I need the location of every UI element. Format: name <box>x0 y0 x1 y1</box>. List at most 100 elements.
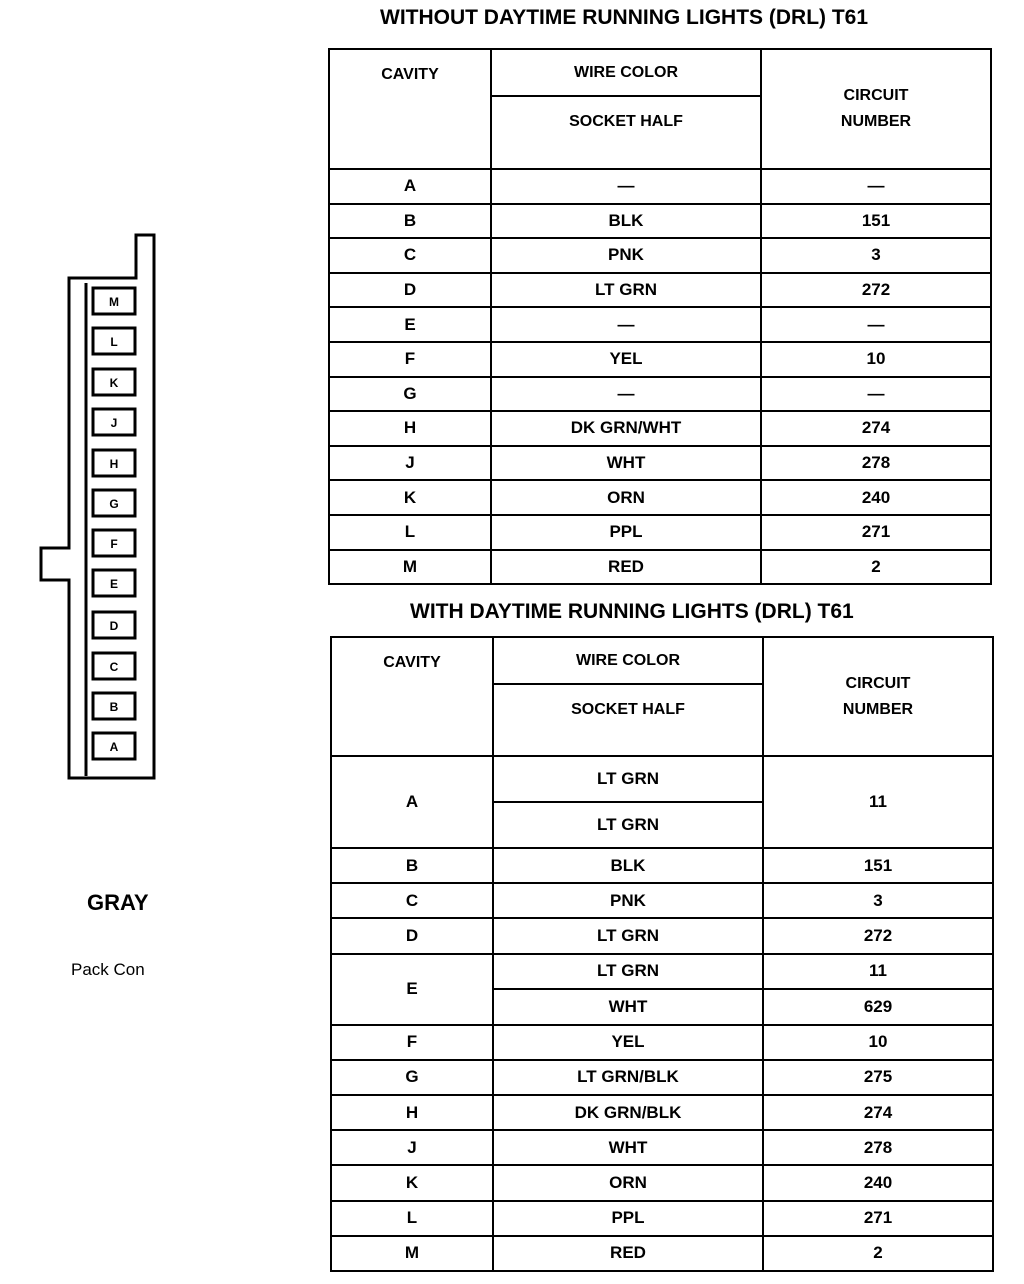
table-row: A — — <box>328 168 992 205</box>
wire-color-cell: DK GRN/BLK <box>492 1093 764 1132</box>
circuit-number-cell: 274 <box>760 410 992 447</box>
wire-color-cell: ORN <box>490 479 762 516</box>
cavity-box <box>91 691 137 721</box>
circuit-number-cell: 272 <box>762 917 994 955</box>
circuit-number-cell: — <box>760 306 992 343</box>
wire-color-cell: YEL <box>492 1023 764 1061</box>
table-row: C PNK 3 <box>328 237 992 274</box>
cavity-box <box>91 448 137 478</box>
cavity-cell: L <box>328 513 492 551</box>
cavity-box <box>91 367 137 397</box>
cavity-box <box>91 286 137 316</box>
circuit-number-cell: — <box>760 168 992 205</box>
cavity-box <box>91 651 137 681</box>
circuit-number-cell: 10 <box>762 1023 994 1061</box>
cavity-cell: C <box>328 237 492 274</box>
table-row: J WHT 278 <box>330 1129 994 1167</box>
circuit-number-cell: 240 <box>760 479 992 516</box>
wire-color-cell: BLK <box>490 202 762 240</box>
connector-name-label: Pack Con <box>71 960 145 979</box>
circuit-number-cell: 11 <box>762 755 994 849</box>
cavity-label: J <box>111 416 118 430</box>
table-title-with-drl: WITH DAYTIME RUNNING LIGHTS (DRL) T61 <box>410 600 854 623</box>
table-row: B BLK 151 <box>330 846 994 885</box>
wire-color-cell: DK GRN/WHT <box>490 410 762 447</box>
cavity-box <box>91 731 137 761</box>
table-row: H DK GRN/WHT 274 <box>328 410 992 447</box>
wire-color-cell: PNK <box>490 237 762 274</box>
cavity-label: K <box>110 376 119 390</box>
table-row: LT GRN <box>331 801 993 849</box>
circuit-number-cell: 151 <box>760 202 992 240</box>
header-circuit-line2: NUMBER <box>842 700 914 718</box>
table-row: L PPL 271 <box>330 1199 994 1237</box>
connector-color-label: GRAY <box>87 890 149 915</box>
cavity-label: B <box>110 700 119 714</box>
table-row: M RED 2 <box>328 548 992 586</box>
cavity-label: L <box>110 335 117 349</box>
cavity-cell: E <box>328 306 492 343</box>
table-row: C PNK 3 <box>330 882 994 920</box>
circuit-number-cell: 3 <box>760 237 992 274</box>
table-row: D LT GRN 272 <box>328 271 992 309</box>
table-row: E LT GRN 11 <box>330 952 994 1026</box>
cavity-cell: M <box>328 548 492 586</box>
circuit-number-cell: 271 <box>760 513 992 551</box>
wire-color-cell: RED <box>490 548 762 586</box>
wire-color-cell: LT GRN/BLK <box>492 1058 764 1096</box>
header-circuit-line1: CIRCUIT <box>843 87 909 104</box>
wire-color-cell: YEL <box>490 340 762 378</box>
circuit-number-cell: 629 <box>762 988 994 1026</box>
cavity-cell: G <box>330 1058 494 1096</box>
cavity-box <box>91 610 137 640</box>
table-row: K ORN 240 <box>330 1164 994 1202</box>
header-cavity: CAVITY <box>330 636 494 757</box>
header-circuit-line1: CIRCUIT <box>845 674 911 692</box>
table-title-without-drl: WITHOUT DAYTIME RUNNING LIGHTS (DRL) T61 <box>380 6 869 29</box>
cavity-box <box>91 326 137 356</box>
table-row: F YEL 10 <box>330 1023 994 1061</box>
wire-color-cell: — <box>490 168 762 205</box>
circuit-number-cell: 240 <box>762 1164 994 1202</box>
cavity-cell: H <box>328 410 492 447</box>
circuit-number-cell: 272 <box>760 271 992 309</box>
header-cavity: CAVITY <box>328 48 492 170</box>
cavity-cell: L <box>330 1199 494 1237</box>
cavity-cell: C <box>330 882 494 920</box>
cavity-cell: K <box>330 1164 494 1202</box>
cavity-label: F <box>110 537 117 551</box>
circuit-number-cell: 2 <box>762 1234 994 1272</box>
circuit-number-cell: 10 <box>760 340 992 378</box>
circuit-number-cell: 275 <box>762 1058 994 1096</box>
header-circuit-line2: NUMBER <box>840 113 912 130</box>
table-row: G — — <box>328 375 992 413</box>
table-row: J WHT 278 <box>328 444 992 482</box>
cavity-cell: D <box>330 917 494 955</box>
header-socket-half: SOCKET HALF <box>490 95 762 170</box>
cavity-label: D <box>110 619 119 633</box>
table-row: B BLK 151 <box>328 202 992 240</box>
cavity-box <box>91 407 137 437</box>
circuit-number-cell: 271 <box>762 1199 994 1237</box>
cavity-cell: A <box>328 168 492 205</box>
header-wire-color: WIRE COLOR <box>490 48 762 97</box>
cavity-cell: J <box>330 1129 494 1167</box>
cavity-label: A <box>110 740 119 754</box>
cavity-label: H <box>110 457 119 471</box>
wire-color-cell: BLK <box>492 846 764 885</box>
cavity-cell: D <box>328 271 492 309</box>
circuit-number-cell: 151 <box>762 846 994 885</box>
table-row: M RED 2 <box>330 1234 994 1272</box>
wire-color-cell: LT GRN <box>492 755 764 803</box>
circuit-number-cell: 278 <box>762 1129 994 1167</box>
cavity-cell: B <box>328 202 492 240</box>
table-row: K ORN 240 <box>328 479 992 516</box>
circuit-number-cell: 3 <box>762 882 994 920</box>
wire-color-cell: RED <box>492 1234 764 1272</box>
table-row: G LT GRN/BLK 275 <box>330 1058 994 1096</box>
table-row: A LT GRN 11 <box>330 755 994 849</box>
wire-color-cell: ORN <box>492 1164 764 1202</box>
cavity-cell: J <box>328 444 492 482</box>
cavity-box <box>91 488 137 518</box>
circuit-number-cell: 2 <box>760 548 992 586</box>
